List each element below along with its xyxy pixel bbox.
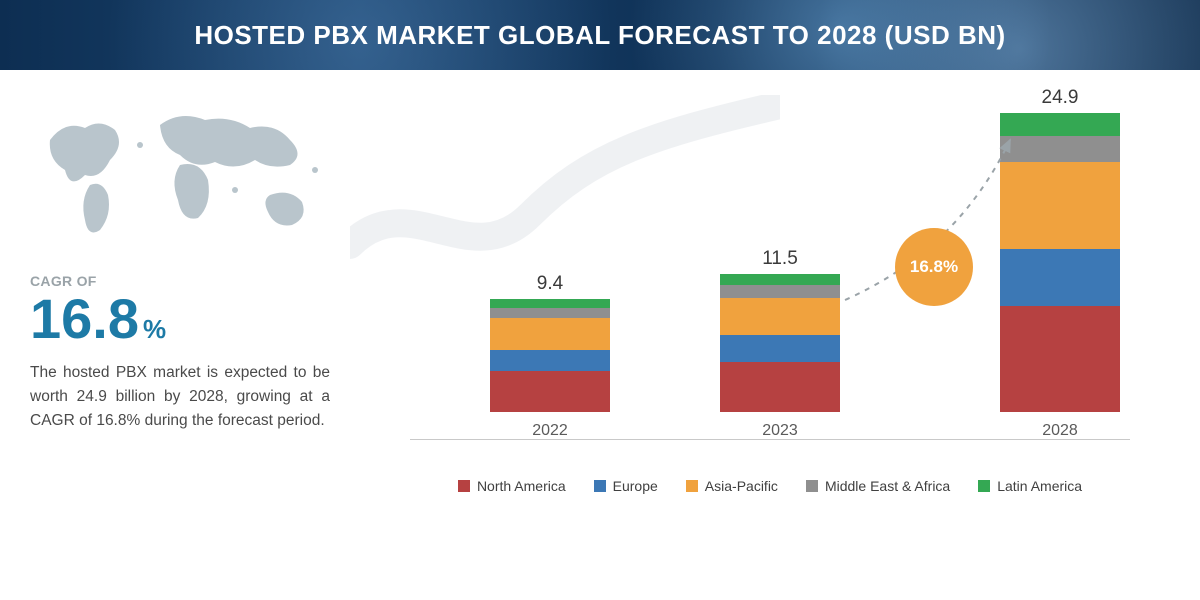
bar-segment xyxy=(490,308,610,319)
bar-segment xyxy=(1000,249,1120,307)
chart-legend: North America Europe Asia-Pacific Middle Ea… xyxy=(390,478,1150,494)
bar-value-label: 24.9 xyxy=(1042,87,1079,109)
legend-label: North America xyxy=(477,478,566,494)
cagr-badge-text: 16.8% xyxy=(910,257,958,277)
bar-segment xyxy=(720,298,840,335)
cagr-value: 16.8 xyxy=(30,291,139,347)
legend-swatch xyxy=(806,480,818,492)
stacked-bar xyxy=(720,274,840,412)
bar-segment xyxy=(720,274,840,285)
bar-segment xyxy=(720,362,840,412)
legend-swatch xyxy=(978,480,990,492)
legend-swatch xyxy=(686,480,698,492)
legend-swatch xyxy=(458,480,470,492)
content-area: CAGR OF 16.8 % The hosted PBX market is … xyxy=(0,70,1200,600)
world-map-icon xyxy=(30,100,340,250)
legend-item: Asia-Pacific xyxy=(686,478,778,494)
stacked-bar xyxy=(1000,113,1120,412)
bar-segment xyxy=(490,350,610,372)
legend-label: Latin America xyxy=(997,478,1082,494)
legend-item: Latin America xyxy=(978,478,1082,494)
bar-chart: 9.4202211.5202324.92028 16.8% North Amer… xyxy=(390,100,1150,500)
bar-segment xyxy=(1000,113,1120,136)
bar-year-label: 2022 xyxy=(532,422,568,440)
legend-label: Asia-Pacific xyxy=(705,478,778,494)
legend-item: North America xyxy=(458,478,566,494)
summary-text: The hosted PBX market is expected to be … xyxy=(30,361,330,433)
bar-segment xyxy=(490,318,610,349)
bar-2023: 11.5 2023 xyxy=(720,248,840,440)
cagr-percent-sign: % xyxy=(143,314,166,345)
bar-segment xyxy=(720,285,840,298)
bar-year-label: 2023 xyxy=(762,422,798,440)
bar-segment xyxy=(1000,136,1120,162)
legend-label: Middle East & Africa xyxy=(825,478,950,494)
legend-item: Middle East & Africa xyxy=(806,478,950,494)
bar-value-label: 9.4 xyxy=(537,273,563,295)
title-banner: HOSTED PBX MARKET GLOBAL FORECAST TO 202… xyxy=(0,0,1200,70)
legend-item: Europe xyxy=(594,478,658,494)
legend-label: Europe xyxy=(613,478,658,494)
bar-segment xyxy=(490,371,610,412)
bar-2022: 9.4 2022 xyxy=(490,273,610,440)
bar-segment xyxy=(490,299,610,307)
bar-value-label: 11.5 xyxy=(762,248,798,270)
bar-2028: 24.9 2028 xyxy=(1000,87,1120,440)
bar-segment xyxy=(1000,306,1120,412)
bars-container: 9.4202211.5202324.92028 xyxy=(390,130,1150,440)
legend-swatch xyxy=(594,480,606,492)
bar-year-label: 2028 xyxy=(1042,422,1078,440)
chart-panel: 9.4 2022 11.5 2023 24.9 2028 16.8% North Amer… xyxy=(380,70,1200,600)
stacked-bar xyxy=(490,299,610,412)
bar-segment xyxy=(1000,162,1120,248)
bar-segment xyxy=(720,335,840,361)
left-summary-panel: CAGR OF 16.8 % The hosted PBX market is … xyxy=(0,70,380,600)
cagr-value-row: 16.8 % xyxy=(30,291,355,347)
page-title: HOSTED PBX MARKET GLOBAL FORECAST TO 202… xyxy=(194,20,1005,51)
cagr-badge: 16.8% xyxy=(895,228,973,306)
